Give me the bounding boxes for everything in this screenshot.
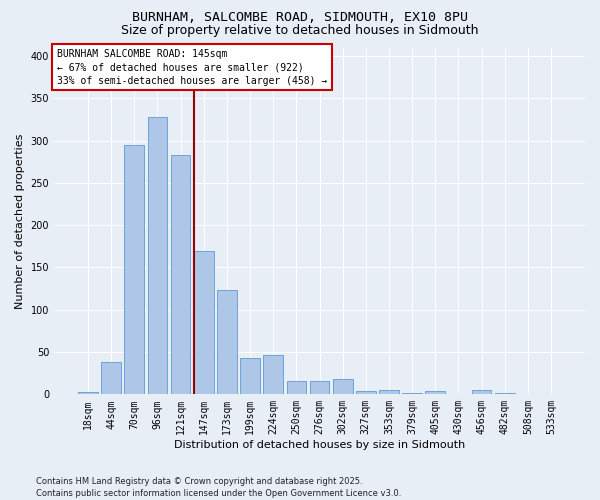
Bar: [356, 391, 376, 394]
Text: Contains HM Land Registry data © Crown copyright and database right 2025.
Contai: Contains HM Land Registry data © Crown c…: [36, 476, 401, 498]
Bar: [101, 362, 121, 394]
Bar: [171, 155, 190, 394]
Bar: [472, 390, 491, 394]
Y-axis label: Number of detached properties: Number of detached properties: [15, 133, 25, 308]
Bar: [402, 392, 422, 394]
Text: Size of property relative to detached houses in Sidmouth: Size of property relative to detached ho…: [121, 24, 479, 37]
Bar: [425, 391, 445, 394]
Text: BURNHAM SALCOMBE ROAD: 145sqm
← 67% of detached houses are smaller (922)
33% of : BURNHAM SALCOMBE ROAD: 145sqm ← 67% of d…: [56, 49, 327, 86]
Bar: [78, 392, 98, 394]
Bar: [263, 356, 283, 395]
Bar: [124, 145, 144, 394]
Bar: [240, 358, 260, 395]
Bar: [333, 379, 353, 394]
Bar: [194, 250, 214, 394]
Bar: [379, 390, 399, 394]
Text: BURNHAM, SALCOMBE ROAD, SIDMOUTH, EX10 8PU: BURNHAM, SALCOMBE ROAD, SIDMOUTH, EX10 8…: [132, 11, 468, 24]
Bar: [287, 381, 306, 394]
Bar: [217, 290, 237, 395]
Bar: [310, 381, 329, 394]
X-axis label: Distribution of detached houses by size in Sidmouth: Distribution of detached houses by size …: [174, 440, 465, 450]
Bar: [148, 117, 167, 394]
